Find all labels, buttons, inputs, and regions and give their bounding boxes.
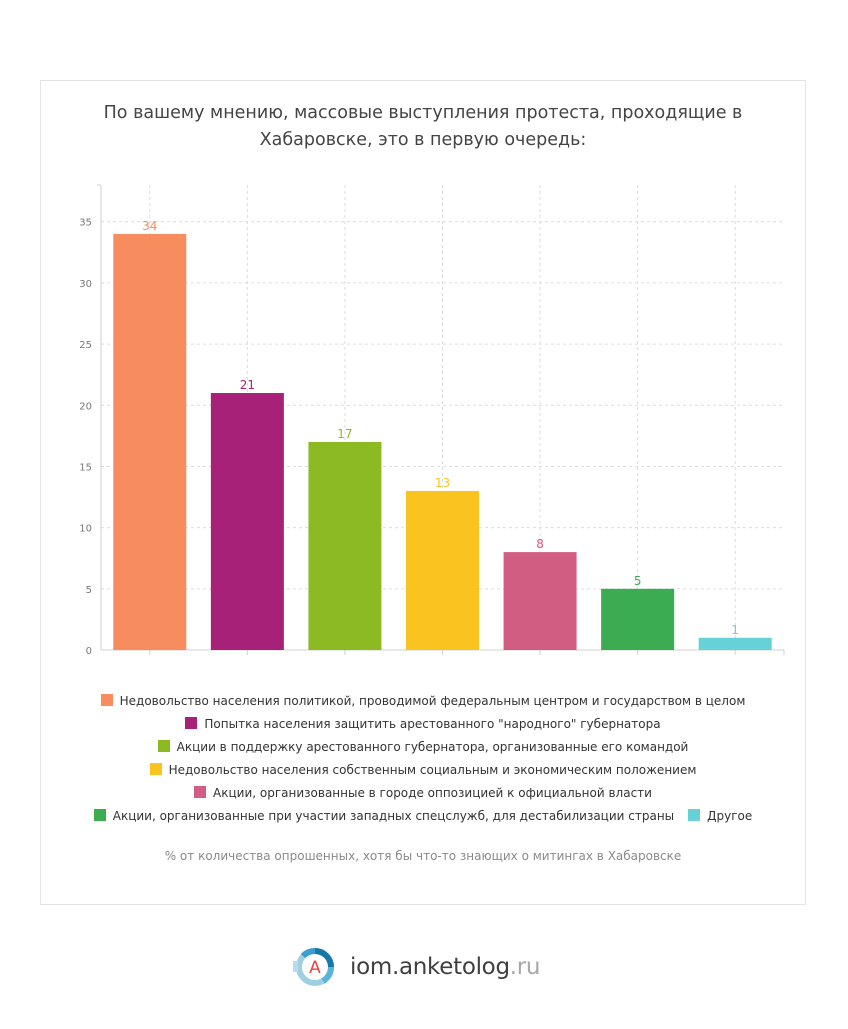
chart-footnote: % от количества опрошенных, хотя бы что-… — [164, 849, 682, 863]
legend-item[interactable]: Акции в поддержку арестованного губернат… — [157, 736, 689, 759]
y-tick-label: 5 — [86, 585, 92, 596]
brand-tld: .ru — [509, 954, 541, 980]
legend-swatch — [157, 740, 170, 752]
legend-item[interactable]: Недовольство населения политикой, провод… — [100, 690, 746, 713]
bar-value-label: 34 — [142, 219, 157, 233]
legend-label: Акции, организованные при участии западн… — [112, 809, 675, 823]
brand-footer: A iom.anketolog.ru — [0, 944, 848, 990]
bar-value-label: 8 — [536, 537, 544, 551]
y-tick-label: 10 — [79, 524, 92, 535]
y-tick-label: 20 — [79, 401, 92, 412]
legend-row: Акции в поддержку арестованного губернат… — [60, 736, 786, 759]
legend-swatch — [185, 717, 198, 729]
legend-label: Недовольство населения политикой, провод… — [119, 694, 746, 708]
legend-label: Акции в поддержку арестованного губернат… — [176, 740, 689, 754]
anketolog-logo-icon: A — [293, 944, 339, 990]
legend-row: Недовольство населения политикой, провод… — [60, 690, 786, 713]
legend-swatch — [100, 694, 113, 706]
bar — [210, 393, 284, 650]
y-tick-label: 25 — [79, 340, 92, 351]
chart-legend: Недовольство населения политикой, провод… — [60, 690, 786, 828]
legend-label: Попытка населения защитить арестованного… — [204, 717, 661, 731]
bar-chart: 0 5 10 15 20 25 30 35 34 21 17 13 8 5 1 — [79, 184, 785, 657]
legend-row: Акции, организованные при участии западн… — [60, 805, 786, 828]
legend-item[interactable]: Акции, организованные при участии западн… — [93, 805, 675, 828]
legend-row: Попытка населения защитить арестованного… — [60, 713, 786, 736]
bar — [113, 233, 187, 650]
y-tick-label: 15 — [79, 462, 92, 473]
legend-row: Недовольство населения собственным социа… — [60, 759, 786, 782]
logo-letter: A — [309, 958, 321, 978]
chart-title-line-1: По вашему мнению, массовые выступления п… — [103, 103, 743, 123]
legend-row: Акции, организованные в городе оппозицие… — [60, 782, 786, 805]
bar — [601, 588, 675, 650]
bar-value-label: 5 — [634, 574, 642, 588]
legend-swatch — [149, 763, 162, 775]
chart-title-line-2: Хабаровске, это в первую очередь: — [259, 130, 587, 150]
bar — [406, 490, 479, 650]
legend-swatch — [688, 809, 701, 821]
y-tick-label: 35 — [79, 218, 92, 229]
legend-item[interactable]: Попытка населения защитить арестованного… — [185, 713, 661, 736]
y-tick-label: 30 — [79, 279, 92, 290]
legend-item[interactable]: Другое — [688, 805, 752, 828]
legend-item[interactable]: Акции, организованные в городе оппозицие… — [194, 782, 652, 805]
brand-domain: iom.anketolog — [350, 954, 510, 980]
chart-title: По вашему мнению, массовые выступления п… — [60, 100, 786, 154]
bar — [698, 637, 772, 650]
brand-name[interactable]: iom.anketolog.ru — [350, 954, 541, 980]
y-tick-label: 0 — [86, 646, 92, 657]
bar — [308, 441, 382, 650]
legend-label: Недовольство населения собственным социа… — [168, 763, 697, 777]
legend-swatch — [194, 786, 207, 798]
bar-value-label: 17 — [337, 427, 352, 441]
bar-value-label: 1 — [731, 623, 739, 637]
bar — [503, 552, 577, 650]
legend-label: Акции, организованные в городе оппозицие… — [213, 786, 652, 800]
legend-item[interactable]: Недовольство населения собственным социа… — [149, 759, 697, 782]
bar-value-label: 21 — [240, 378, 255, 392]
legend-swatch — [93, 809, 106, 821]
legend-label: Другое — [707, 809, 753, 823]
bar-value-label: 13 — [435, 476, 450, 490]
